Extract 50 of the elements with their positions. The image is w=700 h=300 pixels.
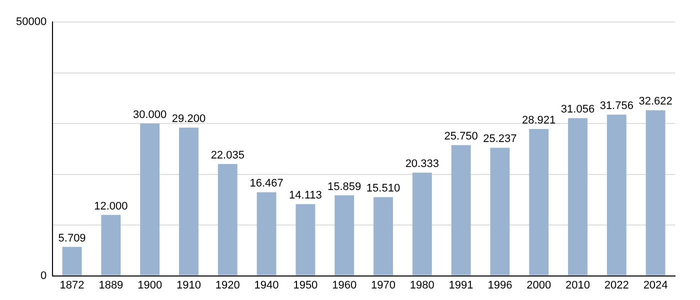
x-tick-label: 1872 [60, 279, 84, 292]
data-label: 5.709 [58, 232, 86, 244]
x-tick-label: 2024 [643, 279, 668, 292]
bar [101, 214, 121, 276]
bar [296, 204, 316, 276]
x-tick-label: 1940 [254, 279, 279, 292]
x-tick-label: 1980 [410, 279, 434, 292]
data-label: 14.113 [289, 190, 322, 202]
x-tick-label: 1910 [176, 279, 201, 292]
x-tick-label: 2022 [604, 279, 629, 292]
data-label: 20.333 [405, 158, 439, 170]
bar [334, 195, 354, 276]
data-label: 15.859 [328, 180, 362, 193]
bar [646, 110, 666, 276]
data-label: 25.750 [444, 130, 478, 143]
y-tick-label: 0 [40, 270, 47, 282]
x-tick-label: 2010 [566, 279, 590, 292]
bar [218, 164, 238, 276]
x-tick-label: 1920 [215, 279, 240, 292]
data-label: 22.035 [210, 149, 244, 162]
x-tick-label: 2000 [526, 279, 552, 292]
data-label: 32.622 [638, 96, 672, 108]
data-label: 12.000 [94, 200, 128, 212]
x-tick-label: 1889 [98, 279, 124, 292]
bar [451, 145, 471, 276]
data-label: 31.756 [600, 100, 634, 112]
bar [179, 128, 198, 276]
bar [490, 148, 510, 276]
data-label: 16.467 [250, 178, 284, 190]
data-label: 29.200 [172, 113, 206, 126]
bar [62, 246, 82, 276]
x-tick-label: 1900 [138, 279, 162, 292]
data-label: 31.056 [560, 104, 595, 116]
x-tick-label: 1991 [448, 279, 474, 292]
bar [412, 172, 432, 276]
bar [374, 197, 393, 276]
bar [529, 128, 549, 276]
data-label: 15.510 [366, 182, 400, 195]
data-label: 28.921 [522, 114, 556, 127]
bar [568, 118, 588, 276]
x-tick-label: 1960 [332, 279, 357, 292]
data-label: 25.237 [483, 133, 517, 146]
bar [606, 114, 626, 276]
x-tick-label: 1950 [293, 279, 318, 292]
bar [140, 124, 160, 276]
data-label: 30.000 [133, 109, 167, 122]
x-tick-label: 1996 [488, 279, 512, 292]
y-tick-label: 50000 [16, 16, 47, 28]
x-tick-label: 1970 [371, 279, 396, 292]
bar [256, 192, 276, 276]
